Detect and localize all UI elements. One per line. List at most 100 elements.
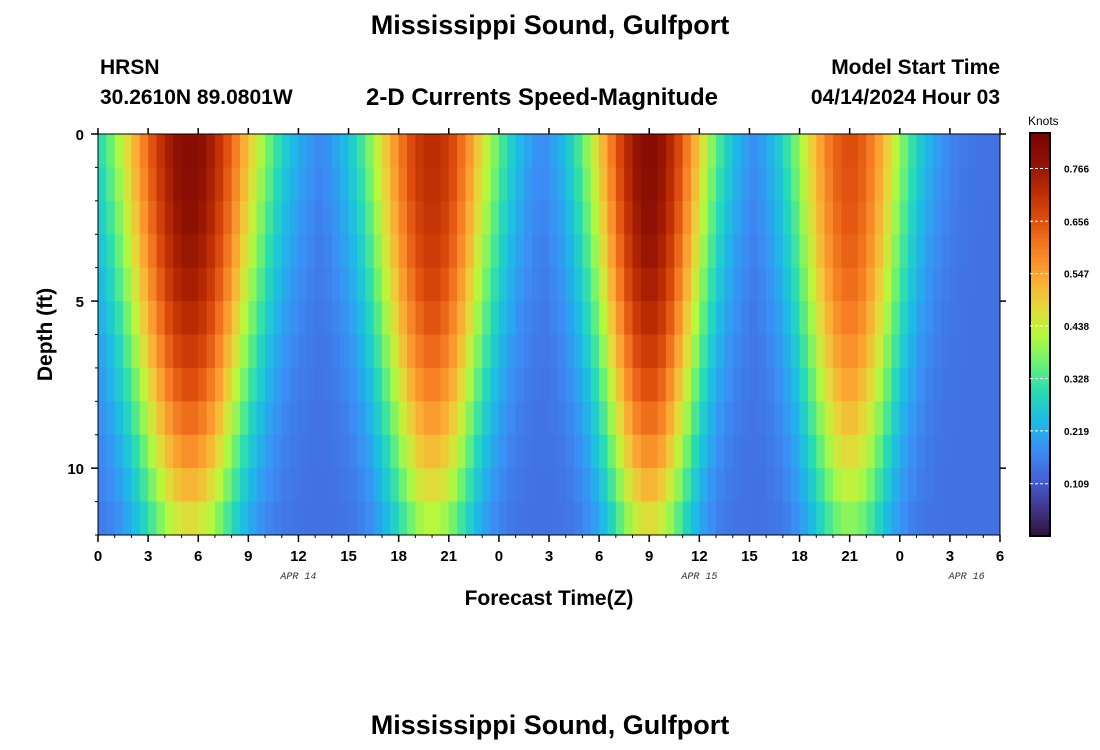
heatmap-cell bbox=[590, 367, 600, 402]
heatmap-cell bbox=[239, 468, 249, 502]
heatmap-cell bbox=[807, 167, 817, 202]
heatmap-cell bbox=[465, 434, 475, 469]
heatmap-cell bbox=[883, 167, 892, 202]
heatmap-cell bbox=[632, 401, 642, 436]
heatmap-cell bbox=[398, 367, 408, 402]
heatmap-cell bbox=[908, 334, 917, 369]
heatmap-cell bbox=[908, 501, 917, 536]
colorbar-band bbox=[1030, 358, 1050, 364]
heatmap-cell bbox=[356, 434, 366, 469]
heatmap-cell bbox=[899, 267, 909, 302]
heatmap-cell bbox=[924, 434, 934, 469]
heatmap-cell bbox=[774, 134, 784, 168]
heatmap-cell bbox=[741, 334, 750, 369]
heatmap-cell bbox=[624, 167, 633, 202]
heatmap-cell bbox=[716, 234, 725, 269]
heatmap-cell bbox=[874, 367, 884, 402]
heatmap-cell bbox=[732, 334, 742, 369]
heatmap-cell bbox=[749, 301, 759, 335]
heatmap-cell bbox=[381, 501, 391, 536]
heatmap-cell bbox=[440, 501, 450, 536]
heatmap-cell bbox=[899, 234, 909, 269]
heatmap-cell bbox=[741, 134, 750, 168]
heatmap-cell bbox=[690, 434, 700, 469]
colorbar-band bbox=[1030, 265, 1050, 271]
heatmap-cell bbox=[782, 200, 792, 235]
heatmap-cell bbox=[674, 200, 684, 235]
heatmap-cell bbox=[457, 468, 466, 502]
colorbar-band bbox=[1030, 467, 1050, 473]
heatmap-cell bbox=[398, 301, 408, 335]
heatmap-cell bbox=[540, 167, 550, 202]
heatmap-cell bbox=[791, 334, 800, 369]
heatmap-cell bbox=[791, 134, 800, 168]
heatmap-cell bbox=[649, 234, 658, 269]
heatmap-cell bbox=[148, 501, 157, 536]
heatmap-cell bbox=[381, 234, 391, 269]
heatmap-cell bbox=[415, 234, 425, 269]
heatmap-cell bbox=[398, 401, 408, 436]
heatmap-cell bbox=[515, 167, 525, 202]
heatmap-cell bbox=[189, 434, 199, 469]
heatmap-cell bbox=[699, 200, 709, 235]
heatmap-cell bbox=[690, 167, 700, 202]
heatmap-cell bbox=[599, 200, 608, 235]
heatmap-cell bbox=[958, 334, 967, 369]
heatmap-cell bbox=[407, 200, 416, 235]
x-tick-label: 0 bbox=[896, 548, 904, 565]
heatmap-cell bbox=[423, 501, 433, 536]
heatmap-cell bbox=[189, 267, 199, 302]
colorbar-band bbox=[1030, 366, 1050, 372]
heatmap-cell bbox=[607, 468, 617, 502]
heatmap-cell bbox=[265, 468, 274, 502]
heatmap-cell bbox=[173, 134, 182, 168]
heatmap-cell bbox=[498, 401, 508, 436]
heatmap-cell bbox=[248, 301, 258, 335]
heatmap-cell bbox=[98, 200, 107, 235]
heatmap-cell bbox=[582, 167, 592, 202]
heatmap-cell bbox=[148, 267, 157, 302]
heatmap-cell bbox=[632, 167, 642, 202]
heatmap-cell bbox=[565, 367, 575, 402]
heatmap-cell bbox=[265, 501, 274, 536]
heatmap-cell bbox=[148, 134, 157, 168]
heatmap-cell bbox=[799, 301, 809, 335]
heatmap-cell bbox=[866, 134, 876, 168]
heatmap-cell bbox=[465, 267, 475, 302]
heatmap-cell bbox=[582, 200, 592, 235]
heatmap-cell bbox=[106, 301, 116, 335]
heatmap-cell bbox=[98, 501, 107, 536]
heatmap-cell bbox=[181, 234, 191, 269]
colorbar-band bbox=[1030, 153, 1050, 158]
heatmap-cell bbox=[707, 501, 717, 536]
heatmap-cell bbox=[841, 234, 851, 269]
heatmap-cell bbox=[340, 468, 349, 502]
heatmap-cell bbox=[707, 468, 717, 502]
heatmap-cell bbox=[916, 301, 926, 335]
heatmap-cell bbox=[206, 200, 216, 235]
heatmap-cell bbox=[832, 434, 842, 469]
colorbar-band bbox=[1030, 427, 1050, 432]
heatmap-cell bbox=[265, 267, 274, 302]
heatmap-cell bbox=[457, 134, 466, 168]
heatmap-cell bbox=[749, 501, 759, 536]
heatmap-cell bbox=[949, 434, 959, 469]
heatmap-cell bbox=[607, 401, 617, 436]
heatmap-cell bbox=[248, 468, 258, 502]
heatmap-cell bbox=[281, 200, 291, 235]
heatmap-cell bbox=[582, 234, 592, 269]
heatmap-cell bbox=[423, 134, 433, 168]
heatmap-cell bbox=[256, 167, 266, 202]
heatmap-cell bbox=[933, 367, 942, 402]
heatmap-cell bbox=[315, 401, 324, 436]
heatmap-cell bbox=[958, 167, 967, 202]
heatmap-cell bbox=[390, 301, 400, 335]
heatmap-cell bbox=[657, 134, 667, 168]
colorbar-tick-label: 0.656 bbox=[1064, 217, 1089, 228]
heatmap-cell bbox=[131, 167, 141, 202]
heatmap-cell bbox=[891, 401, 901, 436]
heatmap-cell bbox=[106, 134, 116, 168]
heatmap-cell bbox=[949, 267, 959, 302]
heatmap-cell bbox=[306, 468, 316, 502]
heatmap-cell bbox=[599, 401, 608, 436]
